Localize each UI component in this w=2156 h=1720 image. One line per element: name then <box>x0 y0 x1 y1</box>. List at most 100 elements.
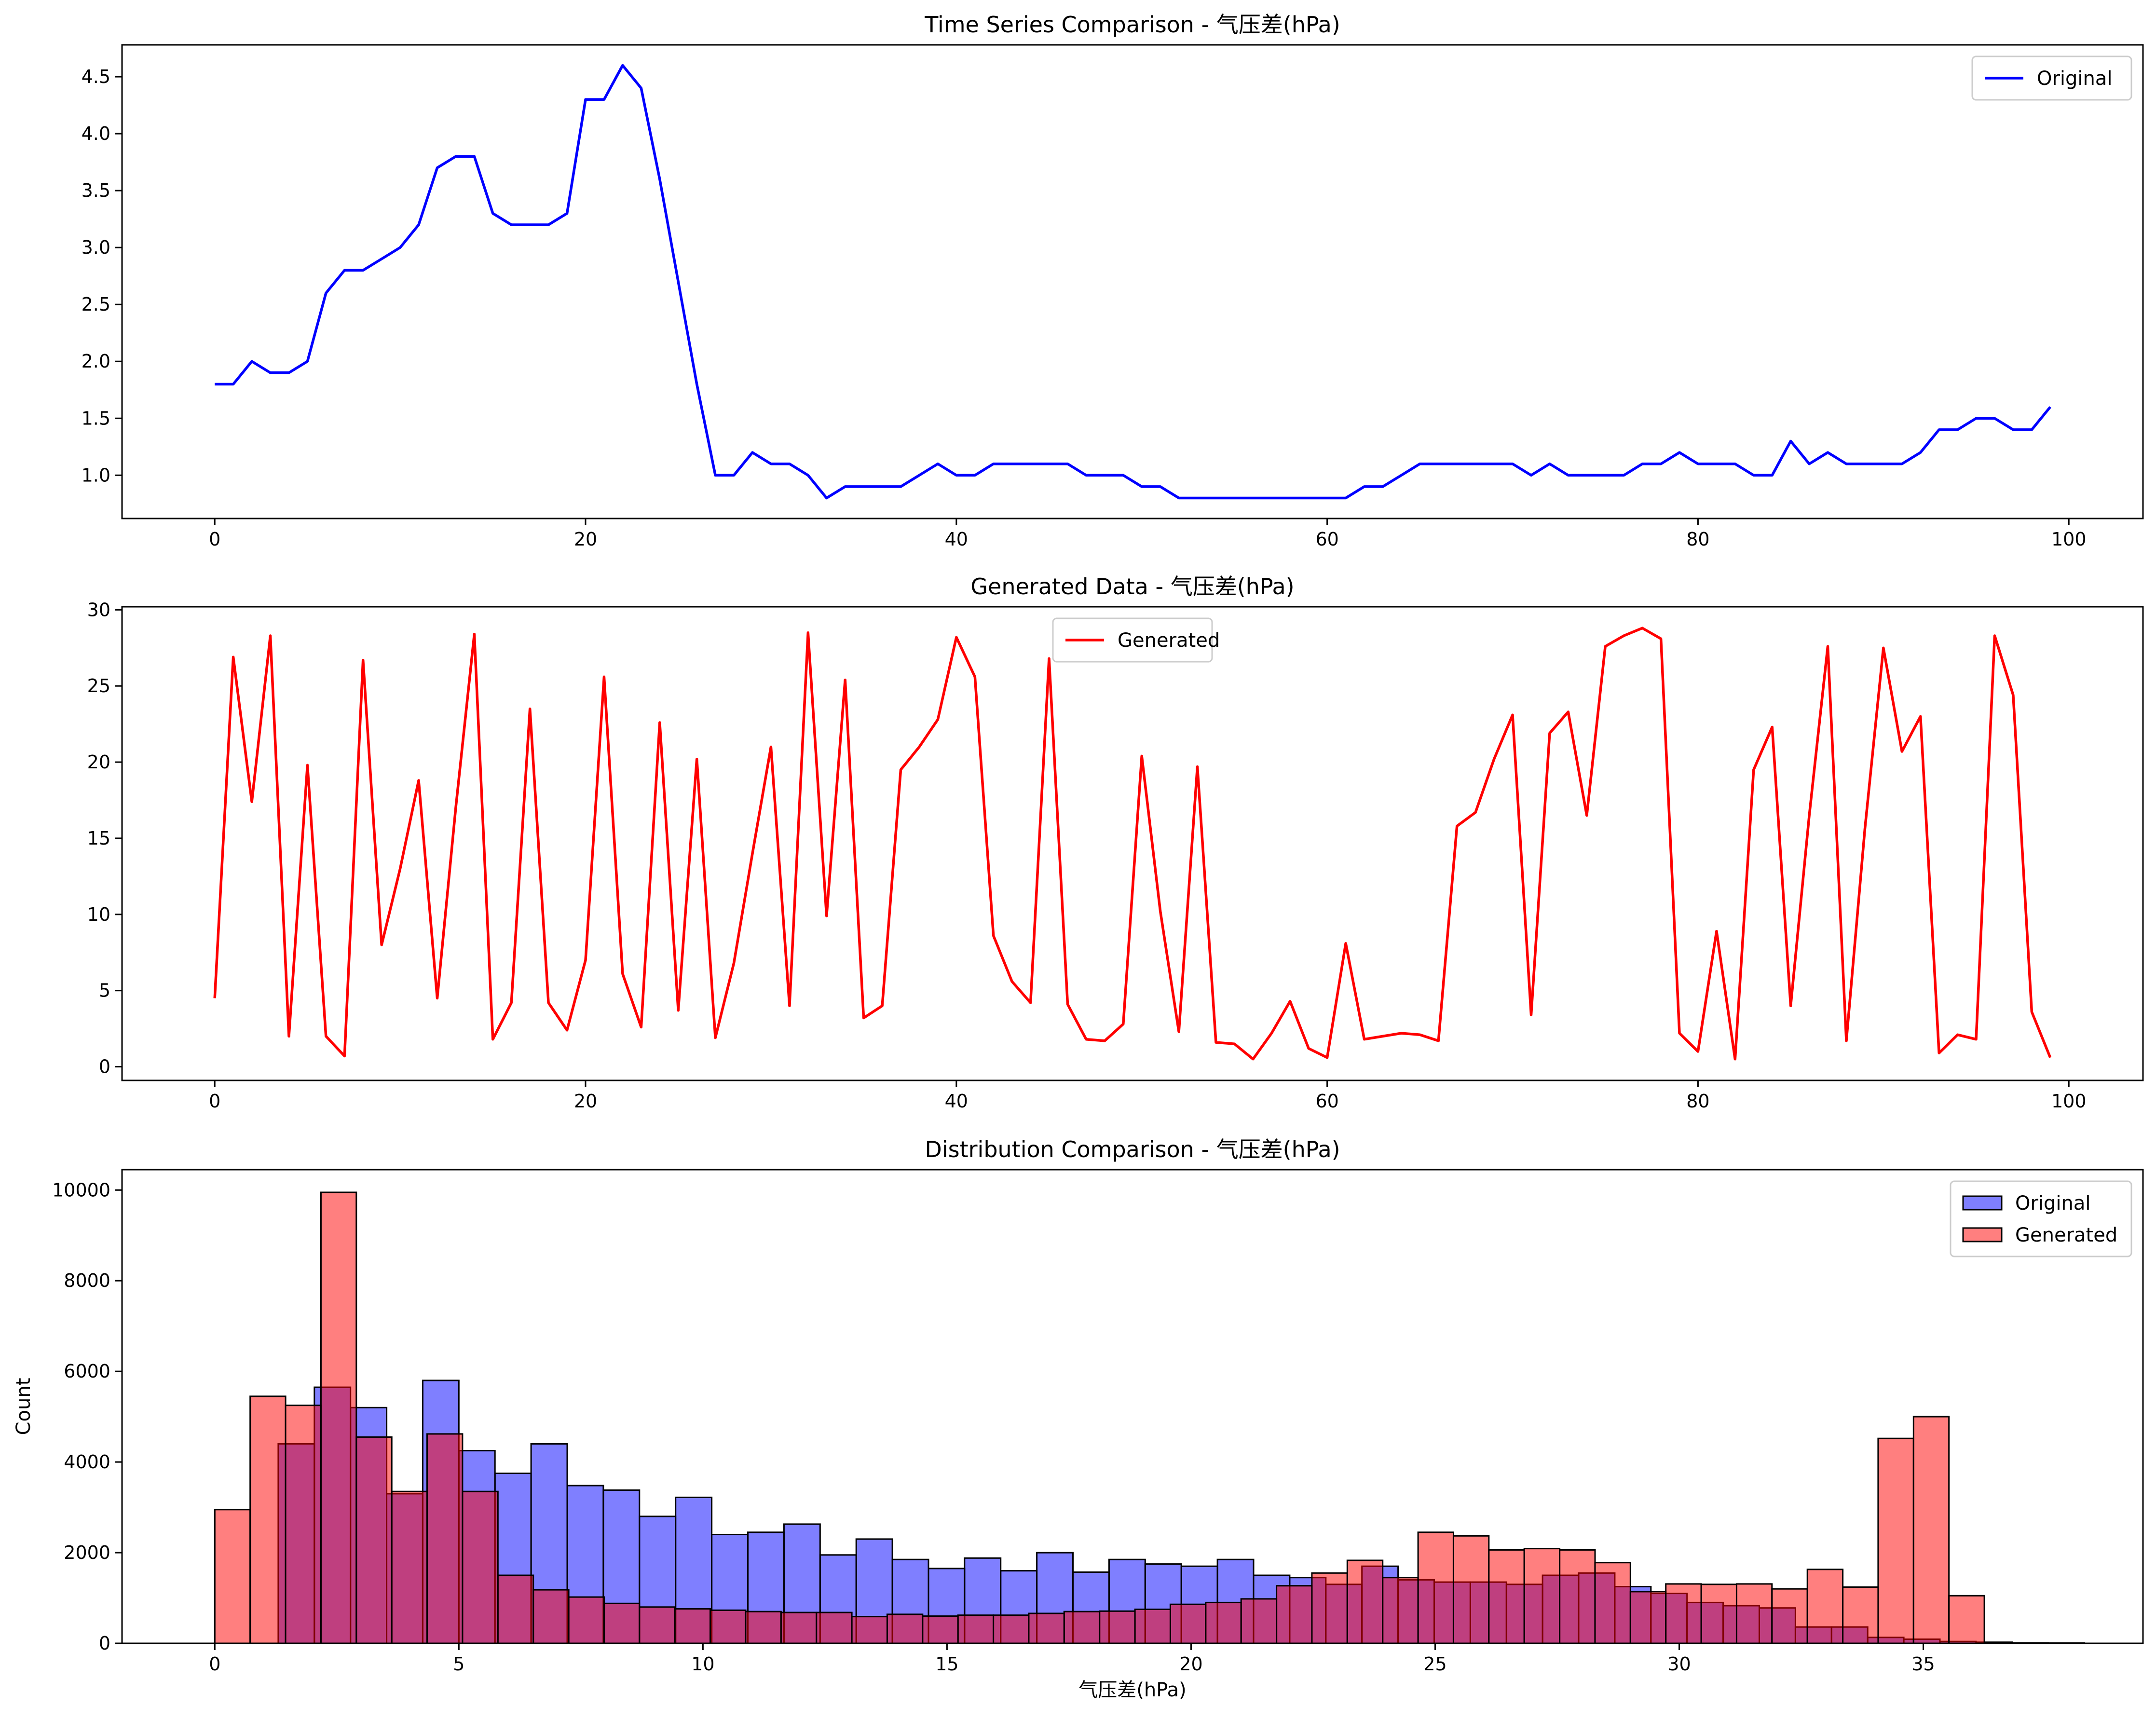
x-tick-label: 5 <box>453 1653 464 1675</box>
histogram-bar <box>1842 1586 1879 1644</box>
histogram-bar <box>426 1433 464 1644</box>
legend: Generated <box>1052 617 1220 663</box>
y-tick-label: 20 <box>87 751 110 773</box>
x-tick-label: 0 <box>209 529 220 550</box>
histogram-bar <box>1382 1577 1419 1644</box>
histogram-bar <box>532 1589 570 1644</box>
histogram-bar <box>1063 1611 1101 1644</box>
x-tick-label: 0 <box>209 1653 220 1675</box>
histogram-bar <box>1629 1591 1667 1644</box>
histogram-bar <box>1134 1609 1172 1644</box>
x-tick-label: 20 <box>574 1091 597 1112</box>
x-tick-label: 40 <box>945 529 968 550</box>
legend-label: Original <box>2037 68 2113 90</box>
series-line-generated <box>213 627 2052 1061</box>
y-tick-label: 30 <box>87 599 110 620</box>
y-tick-label: 4.0 <box>82 123 110 144</box>
histogram-bar <box>816 1611 853 1644</box>
y-tick-label: 0 <box>99 1633 110 1654</box>
histogram-bar <box>1523 1548 1561 1644</box>
x-tick-label: 60 <box>1315 1091 1338 1112</box>
chart-title: Time Series Comparison - 气压差(hPa) <box>924 12 1340 38</box>
y-tick-label: 4000 <box>64 1451 110 1473</box>
axes-frame <box>121 606 2144 1081</box>
x-tick-label: 25 <box>1423 1653 1446 1675</box>
histogram-bar <box>285 1405 322 1644</box>
histogram-bar <box>886 1613 924 1644</box>
histogram-bar <box>603 1602 641 1644</box>
y-tick-label: 6000 <box>64 1361 110 1382</box>
histogram-bar <box>1735 1583 1773 1644</box>
time-series-panel: 0 20 40 60 80 100 1.0 1.5 2.0 2.5 3.0 3.5 4.0 4.5 Time… <box>82 12 2144 550</box>
histogram-bar <box>1311 1572 1348 1644</box>
x-tick-label: 0 <box>209 1091 220 1112</box>
y-tick-label: 8000 <box>64 1270 110 1291</box>
histogram-bar <box>851 1616 888 1644</box>
y-tick-label: 3.0 <box>82 237 110 258</box>
x-tick-label: 15 <box>935 1653 958 1675</box>
x-tick-label: 100 <box>2051 1091 2087 1112</box>
histogram-bar <box>957 1614 995 1644</box>
y-tick-label: 2.5 <box>82 294 110 315</box>
y-tick-label: 10 <box>87 904 110 925</box>
legend-label: Generated <box>2015 1224 2117 1246</box>
y-axis-label: Count <box>13 1378 35 1435</box>
histogram-bar <box>1771 1588 1808 1644</box>
legend-swatch-generated <box>1962 1227 2003 1242</box>
legend-label: Generated <box>1118 629 1220 652</box>
legend-box <box>1052 617 1213 663</box>
histogram-bar <box>1240 1598 1278 1644</box>
y-tick-label: 10000 <box>52 1179 110 1201</box>
axes-frame <box>121 44 2144 519</box>
x-tick-label: 80 <box>1686 529 1709 550</box>
histogram-bar <box>1912 1416 1950 1644</box>
axes-frame <box>121 1169 2144 1644</box>
legend: Original Generated <box>1950 1180 2132 1257</box>
histogram-bar <box>922 1615 959 1644</box>
histogram-bar <box>1559 1549 1596 1644</box>
histogram-bar <box>1099 1610 1136 1644</box>
y-tick-label: 4.5 <box>82 66 110 87</box>
histogram-bar <box>1665 1583 1702 1644</box>
series-bars-generated <box>214 1191 1985 1644</box>
histogram-bar <box>1417 1531 1455 1644</box>
chart-title: Generated Data - 气压差(hPa) <box>970 573 1294 600</box>
histogram-bar <box>1594 1562 1631 1644</box>
y-tick-label: 15 <box>87 828 110 849</box>
histogram-bar <box>497 1574 534 1644</box>
x-tick-label: 60 <box>1315 529 1338 550</box>
x-axis-label: 气压差(hPa) <box>1078 1679 1186 1701</box>
histogram-bar <box>462 1490 499 1644</box>
histogram-bar <box>1877 1437 1914 1644</box>
legend-box <box>1971 55 2132 101</box>
histogram-bar <box>320 1191 357 1644</box>
y-tick-label: 0 <box>99 1056 110 1078</box>
chart-title: Distribution Comparison - 气压差(hPa) <box>925 1136 1340 1162</box>
histogram-bar <box>1806 1569 1844 1644</box>
y-tick-label: 1.0 <box>82 464 110 486</box>
x-tick-label: 20 <box>574 529 597 550</box>
x-tick-label: 100 <box>2051 529 2087 550</box>
series-line-original <box>215 64 2051 500</box>
histogram-bar <box>1948 1595 1985 1644</box>
y-tick-label: 1.5 <box>82 408 110 429</box>
histogram-bar <box>214 1509 251 1644</box>
histogram-bar <box>674 1608 711 1644</box>
histogram-bar <box>1700 1583 1738 1644</box>
x-tick-label: 30 <box>1667 1653 1691 1675</box>
x-tick-label: 80 <box>1686 1091 1709 1112</box>
histogram-bar <box>1028 1612 1065 1644</box>
x-tick-label: 10 <box>691 1653 714 1675</box>
y-tick-label: 5 <box>99 980 110 1001</box>
histogram-bar <box>780 1611 818 1644</box>
x-tick-label: 35 <box>1911 1653 1935 1675</box>
histogram-bar <box>568 1596 605 1644</box>
histogram-bar <box>1346 1559 1384 1644</box>
y-tick-label: 2000 <box>64 1542 110 1563</box>
histogram-bar <box>1169 1603 1207 1644</box>
generated-data-panel: 0 20 40 60 80 100 0 5 10 15 20 25 30 Generated Data -… <box>87 573 2144 1112</box>
y-tick-label: 3.5 <box>82 180 110 201</box>
legend-label: Original <box>2015 1192 2091 1215</box>
histogram-bar <box>745 1611 782 1644</box>
